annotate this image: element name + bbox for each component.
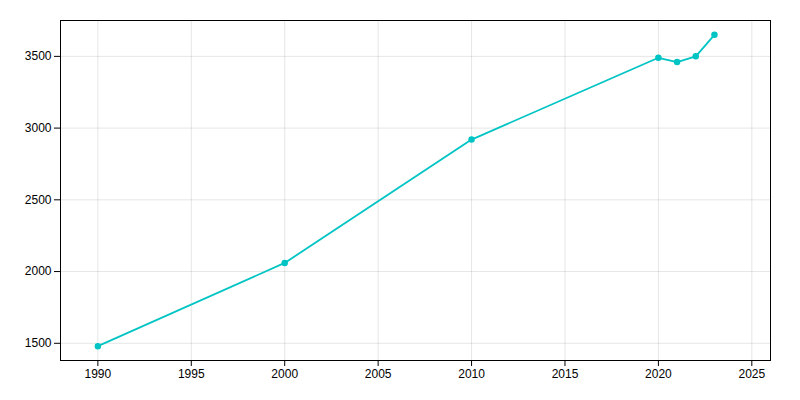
svg-text:3000: 3000 — [25, 121, 52, 135]
svg-text:2020: 2020 — [645, 367, 672, 381]
svg-text:2000: 2000 — [271, 367, 298, 381]
svg-text:1500: 1500 — [25, 336, 52, 350]
svg-text:2015: 2015 — [552, 367, 579, 381]
svg-text:2500: 2500 — [25, 193, 52, 207]
svg-text:3500: 3500 — [25, 49, 52, 63]
svg-text:1995: 1995 — [178, 367, 205, 381]
svg-text:2000: 2000 — [25, 264, 52, 278]
svg-text:2005: 2005 — [365, 367, 392, 381]
svg-text:2025: 2025 — [738, 367, 765, 381]
svg-text:2010: 2010 — [458, 367, 485, 381]
svg-text:1990: 1990 — [85, 367, 112, 381]
